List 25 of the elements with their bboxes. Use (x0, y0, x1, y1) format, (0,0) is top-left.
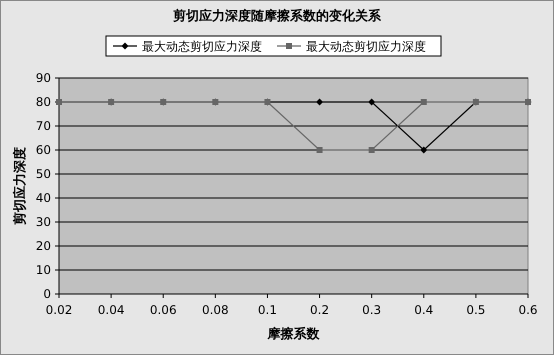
y-tick-label: 0 (43, 287, 51, 301)
legend-label: 最大动态剪切应力深度 (142, 40, 262, 54)
y-tick-label: 50 (36, 167, 51, 181)
y-tick-label: 30 (36, 215, 51, 229)
x-tick-label: 0.04 (98, 303, 124, 317)
y-tick-label: 20 (36, 239, 51, 253)
x-tick-label: 0.08 (202, 303, 229, 317)
chart-title: 剪切应力深度随摩擦系数的变化关系 (173, 8, 382, 24)
y-tick-label: 70 (36, 119, 51, 133)
x-tick-label: 0.1 (258, 303, 277, 317)
y-tick-label: 90 (36, 71, 51, 85)
x-tick-label: 0.06 (150, 303, 177, 317)
x-tick-label: 0.02 (46, 303, 72, 317)
y-tick-label: 80 (36, 95, 51, 109)
y-tick-label: 60 (36, 143, 51, 157)
x-axis-title: 摩擦系数 (266, 326, 320, 342)
y-tick-label: 10 (36, 263, 51, 277)
x-tick-label: 0.5 (466, 303, 486, 317)
y-tick-label: 40 (36, 191, 51, 205)
x-tick-label: 0.4 (414, 303, 434, 317)
y-axis-title: 剪切应力深度 (12, 147, 28, 225)
x-tick-label: 0.3 (362, 303, 382, 317)
legend-label: 最大动态剪切应力深度 (306, 40, 426, 54)
x-tick-label: 0.2 (310, 303, 330, 317)
x-tick-label: 0.6 (518, 303, 538, 317)
